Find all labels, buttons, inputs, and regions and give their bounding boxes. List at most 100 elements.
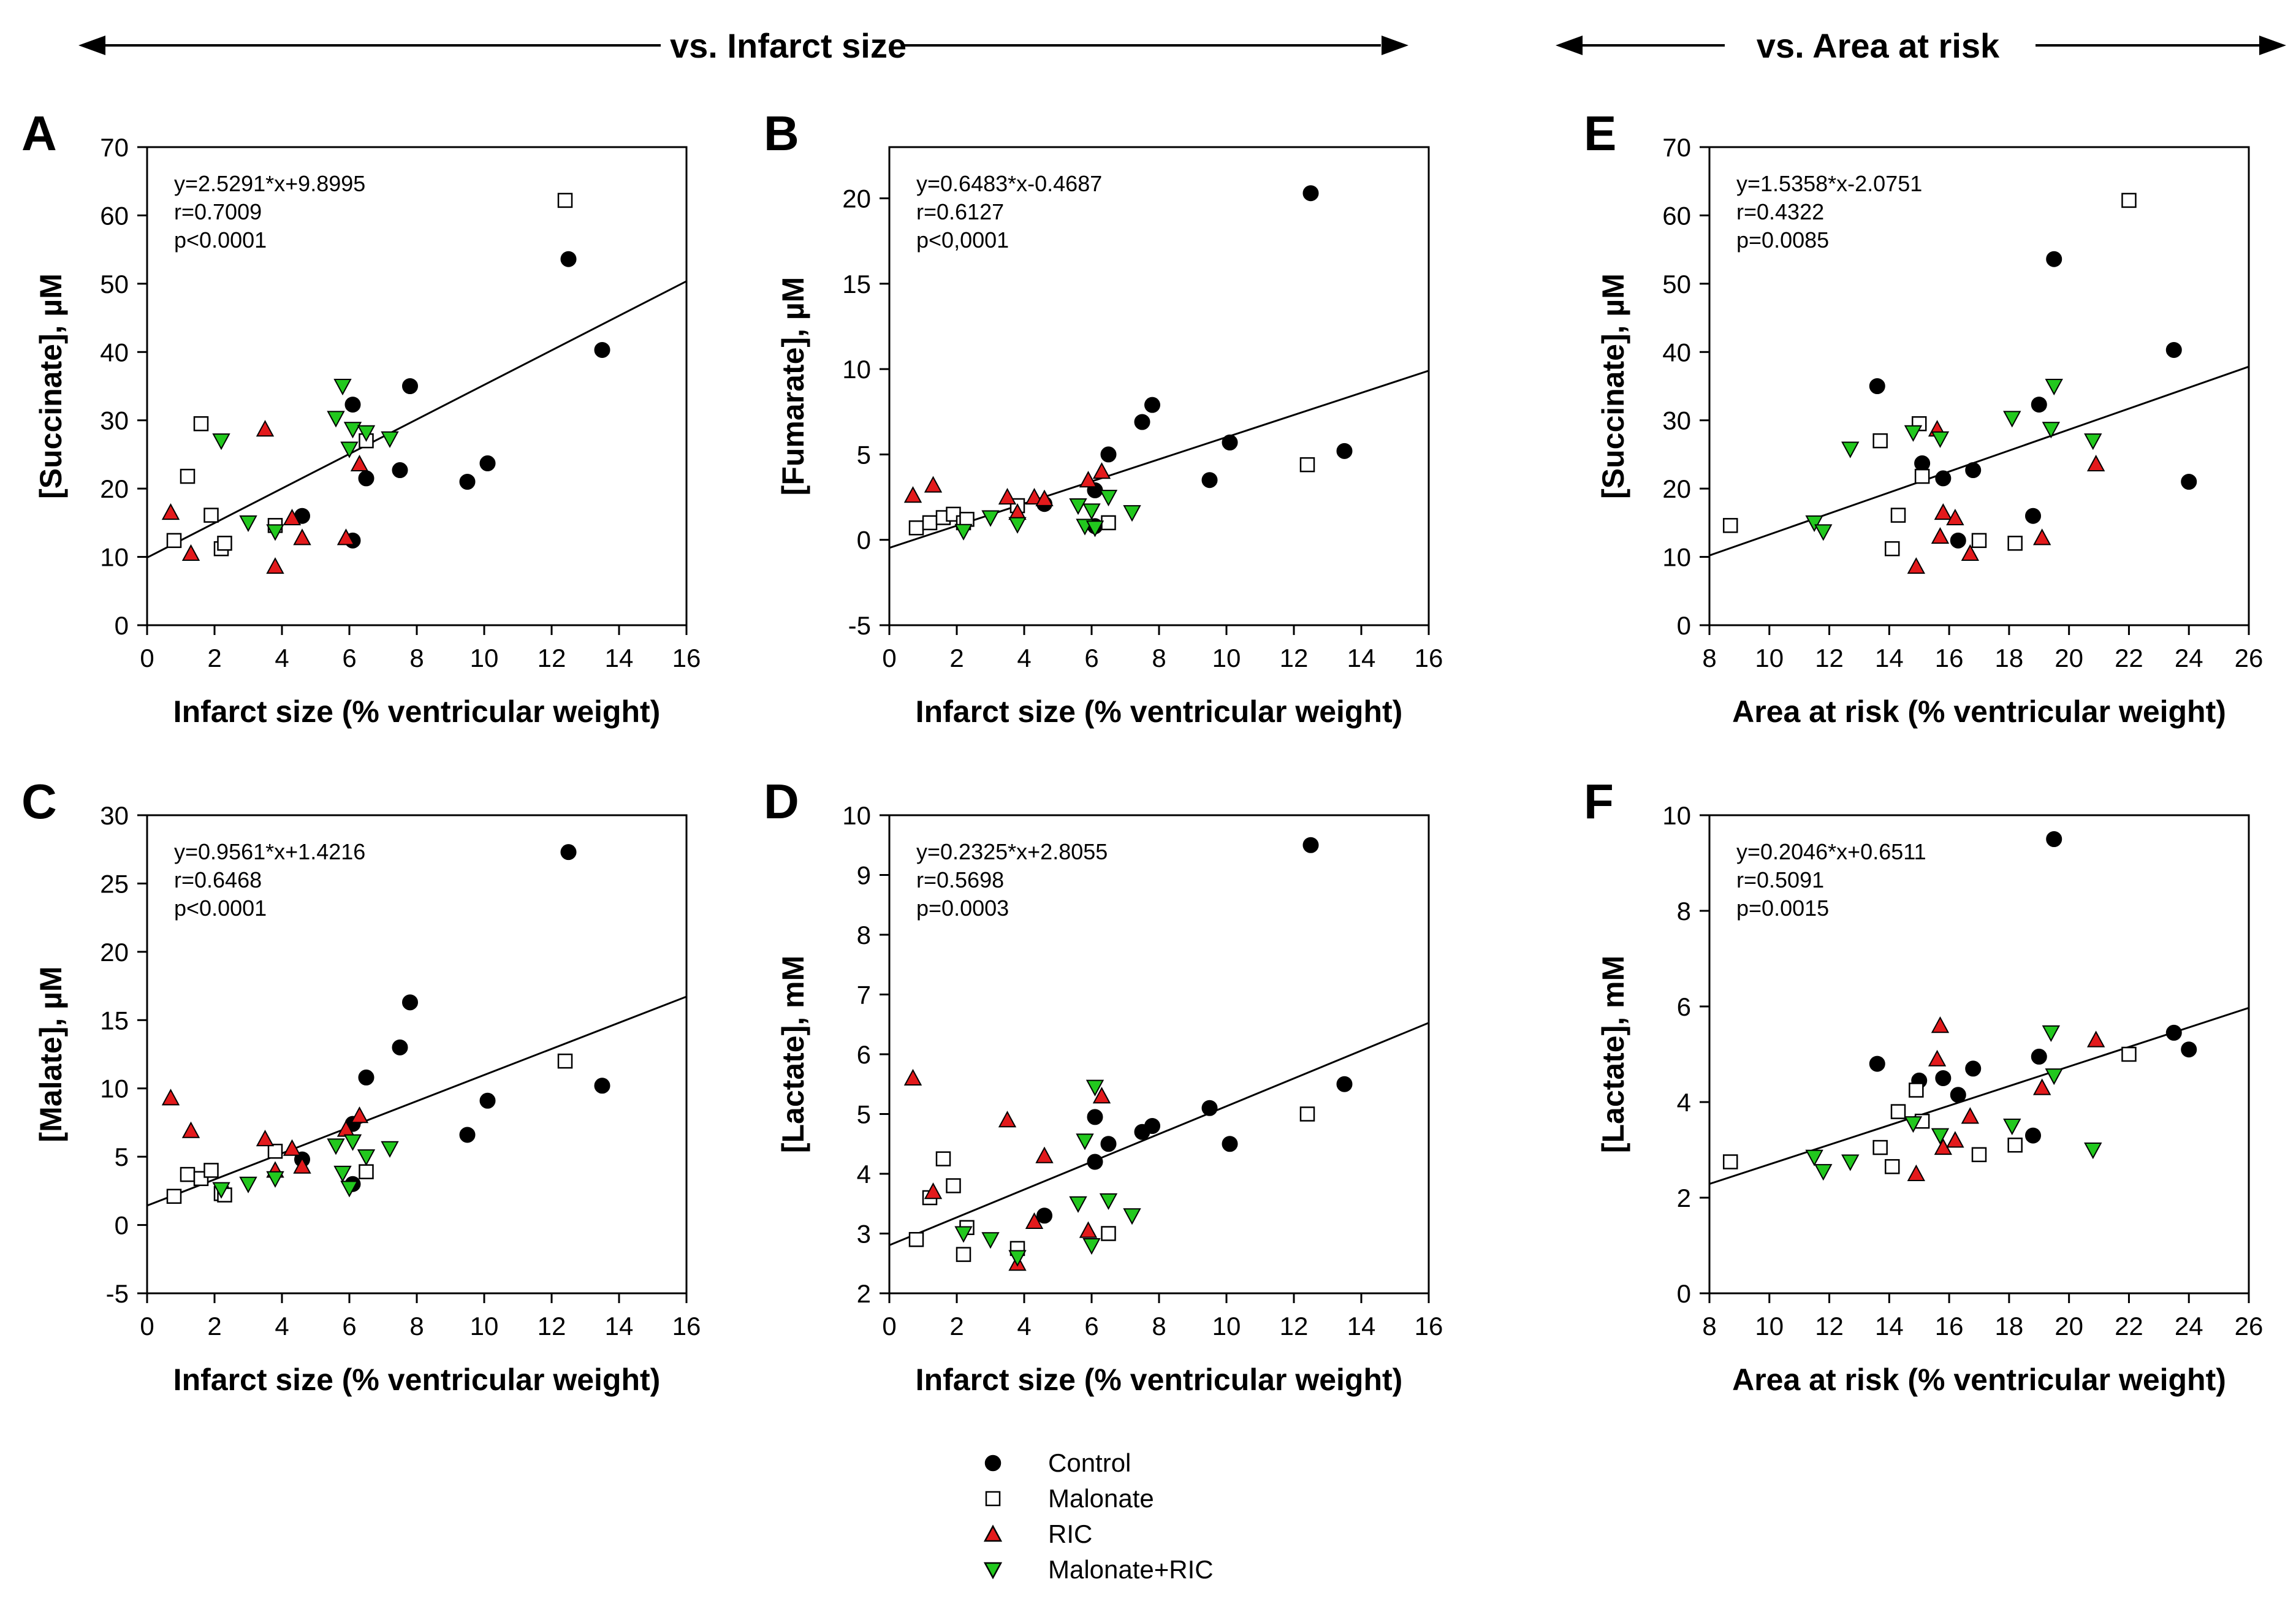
- point-malonate-ric: [343, 422, 362, 439]
- x-tick-label: 26: [2235, 644, 2264, 672]
- point-malonate: [922, 515, 938, 531]
- y-tick-label: 0: [115, 1211, 129, 1240]
- point-ric: [1931, 1016, 1950, 1033]
- y-tick-label: 7: [857, 981, 871, 1010]
- y-tick-label: 10: [1662, 801, 1691, 830]
- point-malonate-ric: [1931, 1128, 1950, 1145]
- y-tick-label: 8: [857, 921, 871, 949]
- x-tick-label: 0: [882, 1312, 896, 1341]
- x-tick-label: 6: [342, 644, 356, 672]
- point-malonate-ric: [381, 431, 399, 448]
- y-tick-label: 6: [1677, 992, 1691, 1021]
- y-tick-label: 40: [1662, 338, 1691, 367]
- point-control: [2181, 474, 2197, 490]
- point-ric: [283, 508, 302, 526]
- x-tick-label: 16: [672, 644, 701, 672]
- point-control: [1144, 397, 1160, 413]
- regression-line: [146, 995, 687, 1207]
- stats-line: y=0.2325*x+2.8055: [916, 839, 1108, 864]
- x-tick-label: 22: [2115, 644, 2143, 672]
- x-tick-label: 12: [1815, 1312, 1844, 1341]
- point-control: [1950, 532, 1966, 549]
- stats-line: y=0.9561*x+1.4216: [174, 839, 365, 864]
- point-malonate: [908, 520, 924, 536]
- point-malonate: [2007, 1137, 2023, 1153]
- point-ric: [1035, 1146, 1054, 1163]
- y-tick-label: 30: [1662, 406, 1691, 435]
- point-control: [1914, 455, 1931, 471]
- x-tick-label: 20: [2055, 644, 2083, 672]
- point-ric: [181, 1121, 200, 1138]
- point-malonate: [1884, 541, 1900, 557]
- stats-line: r=0.5698: [916, 867, 1004, 892]
- point-ric: [924, 1182, 943, 1200]
- x-tick-label: 8: [1702, 1312, 1716, 1341]
- point-control: [1869, 378, 1885, 394]
- point-ric: [1934, 503, 1953, 520]
- point-control: [1935, 1070, 1952, 1086]
- point-malonate: [1722, 518, 1738, 533]
- point-malonate: [1101, 1226, 1116, 1241]
- panel-letter: E: [1584, 106, 1616, 161]
- point-malonate-ric: [2003, 411, 2021, 428]
- point-control: [2025, 1127, 2041, 1144]
- point-control: [2025, 508, 2041, 524]
- point-malonate: [935, 1151, 951, 1166]
- x-tick-label: 12: [538, 1312, 566, 1341]
- point-malonate: [946, 1178, 961, 1193]
- point-malonate-ric: [1008, 517, 1027, 534]
- point-ric: [336, 528, 355, 546]
- point-malonate: [908, 1232, 924, 1247]
- regression-line: [1709, 365, 2249, 557]
- y-tick-label: 20: [100, 474, 129, 503]
- point-ric: [1946, 1131, 1964, 1148]
- x-axis-label: Infarct size (% ventricular weight): [916, 694, 1403, 729]
- point-malonate: [1914, 468, 1930, 484]
- point-ric: [293, 1157, 311, 1174]
- y-axis-label: [Lactate], mM: [776, 956, 810, 1153]
- point-control: [594, 341, 610, 358]
- point-control: [1134, 414, 1150, 430]
- x-axis-label: Infarct size (% ventricular weight): [173, 694, 661, 729]
- point-ric: [998, 1111, 1017, 1128]
- x-tick-label: 6: [1084, 644, 1098, 672]
- point-malonate: [166, 533, 182, 549]
- x-tick-label: 8: [1702, 644, 1716, 672]
- point-malonate-ric: [981, 1232, 1000, 1249]
- regression-line: [889, 1022, 1429, 1246]
- point-malonate: [557, 192, 573, 208]
- arrow-right-icon: [1382, 36, 1408, 55]
- point-ric: [903, 486, 922, 503]
- point-control: [1965, 462, 1982, 479]
- y-axis-label: [Fumarate], µM: [776, 277, 810, 496]
- arrow-left-icon: [1556, 36, 1583, 55]
- point-control: [594, 1078, 610, 1094]
- point-ric: [2086, 1030, 2105, 1048]
- point-malonate: [359, 1164, 374, 1179]
- point-malonate: [267, 1143, 283, 1159]
- x-tick-label: 8: [1152, 644, 1166, 672]
- legend-label-malonate: Malonate: [1048, 1484, 1154, 1513]
- panel-letter: C: [21, 774, 57, 829]
- point-malonate: [1299, 457, 1315, 473]
- y-tick-label: 10: [842, 355, 871, 384]
- point-ric: [293, 528, 311, 546]
- point-ric: [283, 1139, 302, 1156]
- y-tick-label: 0: [1677, 611, 1691, 640]
- point-malonate: [217, 536, 232, 551]
- x-tick-label: 0: [140, 644, 154, 672]
- stats-line: p=0.0003: [916, 896, 1009, 921]
- x-tick-label: 2: [207, 1312, 221, 1341]
- point-malonate-ric: [1904, 1116, 1923, 1133]
- x-tick-label: 6: [342, 1312, 356, 1341]
- point-malonate-ric: [239, 1176, 257, 1193]
- regression-line: [146, 280, 687, 559]
- point-malonate: [557, 1053, 573, 1069]
- y-tick-label: 0: [1677, 1279, 1691, 1308]
- point-malonate-ric: [1904, 425, 1923, 442]
- x-tick-label: 2: [949, 644, 964, 672]
- point-malonate-ric: [357, 1149, 376, 1166]
- y-tick-label: 20: [842, 184, 871, 213]
- point-malonate-ric: [2003, 1119, 2021, 1136]
